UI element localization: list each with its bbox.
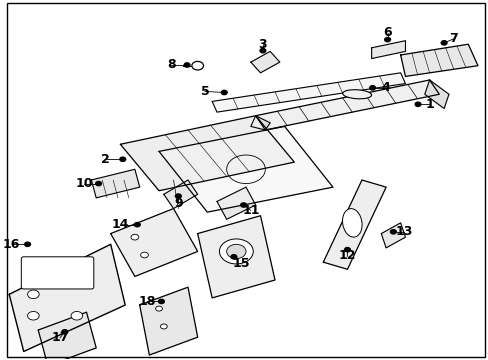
Circle shape (96, 181, 102, 186)
Text: 4: 4 (381, 81, 390, 94)
Polygon shape (163, 180, 197, 208)
Polygon shape (323, 180, 386, 269)
Circle shape (120, 157, 125, 161)
Polygon shape (212, 73, 405, 112)
Text: 13: 13 (395, 225, 412, 238)
Polygon shape (91, 169, 140, 198)
Circle shape (440, 41, 446, 45)
Text: 8: 8 (166, 58, 175, 72)
Circle shape (369, 86, 375, 90)
Circle shape (384, 37, 390, 42)
Text: 2: 2 (102, 153, 110, 166)
Text: 15: 15 (232, 257, 249, 270)
Polygon shape (140, 287, 197, 355)
Polygon shape (250, 116, 269, 130)
Text: 1: 1 (425, 98, 433, 111)
Text: 6: 6 (383, 26, 391, 39)
Circle shape (27, 290, 39, 298)
Circle shape (62, 330, 67, 334)
Circle shape (131, 234, 139, 240)
Ellipse shape (342, 90, 371, 99)
Text: 18: 18 (138, 295, 155, 308)
Circle shape (240, 203, 246, 207)
Circle shape (134, 222, 140, 227)
Text: 11: 11 (242, 204, 259, 217)
Polygon shape (250, 51, 279, 73)
Circle shape (390, 230, 395, 234)
Text: 10: 10 (75, 177, 93, 190)
Text: 16: 16 (3, 238, 20, 251)
Text: 17: 17 (51, 332, 69, 345)
Circle shape (191, 62, 203, 70)
Polygon shape (159, 126, 332, 212)
Polygon shape (400, 44, 477, 76)
Circle shape (344, 248, 350, 252)
Circle shape (155, 306, 162, 311)
Circle shape (71, 311, 82, 320)
Polygon shape (217, 187, 255, 219)
FancyBboxPatch shape (21, 257, 94, 289)
Polygon shape (38, 312, 96, 360)
Circle shape (260, 49, 265, 53)
Polygon shape (9, 244, 125, 351)
Circle shape (175, 194, 181, 198)
Polygon shape (120, 116, 294, 191)
Polygon shape (110, 208, 197, 276)
Circle shape (158, 299, 164, 303)
Circle shape (219, 239, 253, 264)
Circle shape (230, 255, 236, 259)
Text: 3: 3 (258, 38, 266, 51)
Ellipse shape (342, 208, 361, 237)
Polygon shape (424, 80, 448, 109)
Circle shape (184, 63, 189, 67)
Circle shape (27, 311, 39, 320)
Text: 14: 14 (111, 218, 129, 231)
Text: 9: 9 (174, 197, 183, 210)
Circle shape (226, 244, 245, 258)
Circle shape (24, 242, 30, 247)
Text: 5: 5 (200, 85, 209, 98)
Text: 7: 7 (448, 32, 457, 45)
Polygon shape (381, 223, 405, 248)
Polygon shape (197, 216, 274, 298)
Circle shape (141, 252, 148, 258)
Circle shape (221, 90, 227, 95)
Text: 12: 12 (338, 249, 355, 262)
Polygon shape (371, 41, 405, 59)
Polygon shape (255, 80, 438, 130)
Circle shape (160, 324, 167, 329)
Circle shape (414, 102, 420, 107)
